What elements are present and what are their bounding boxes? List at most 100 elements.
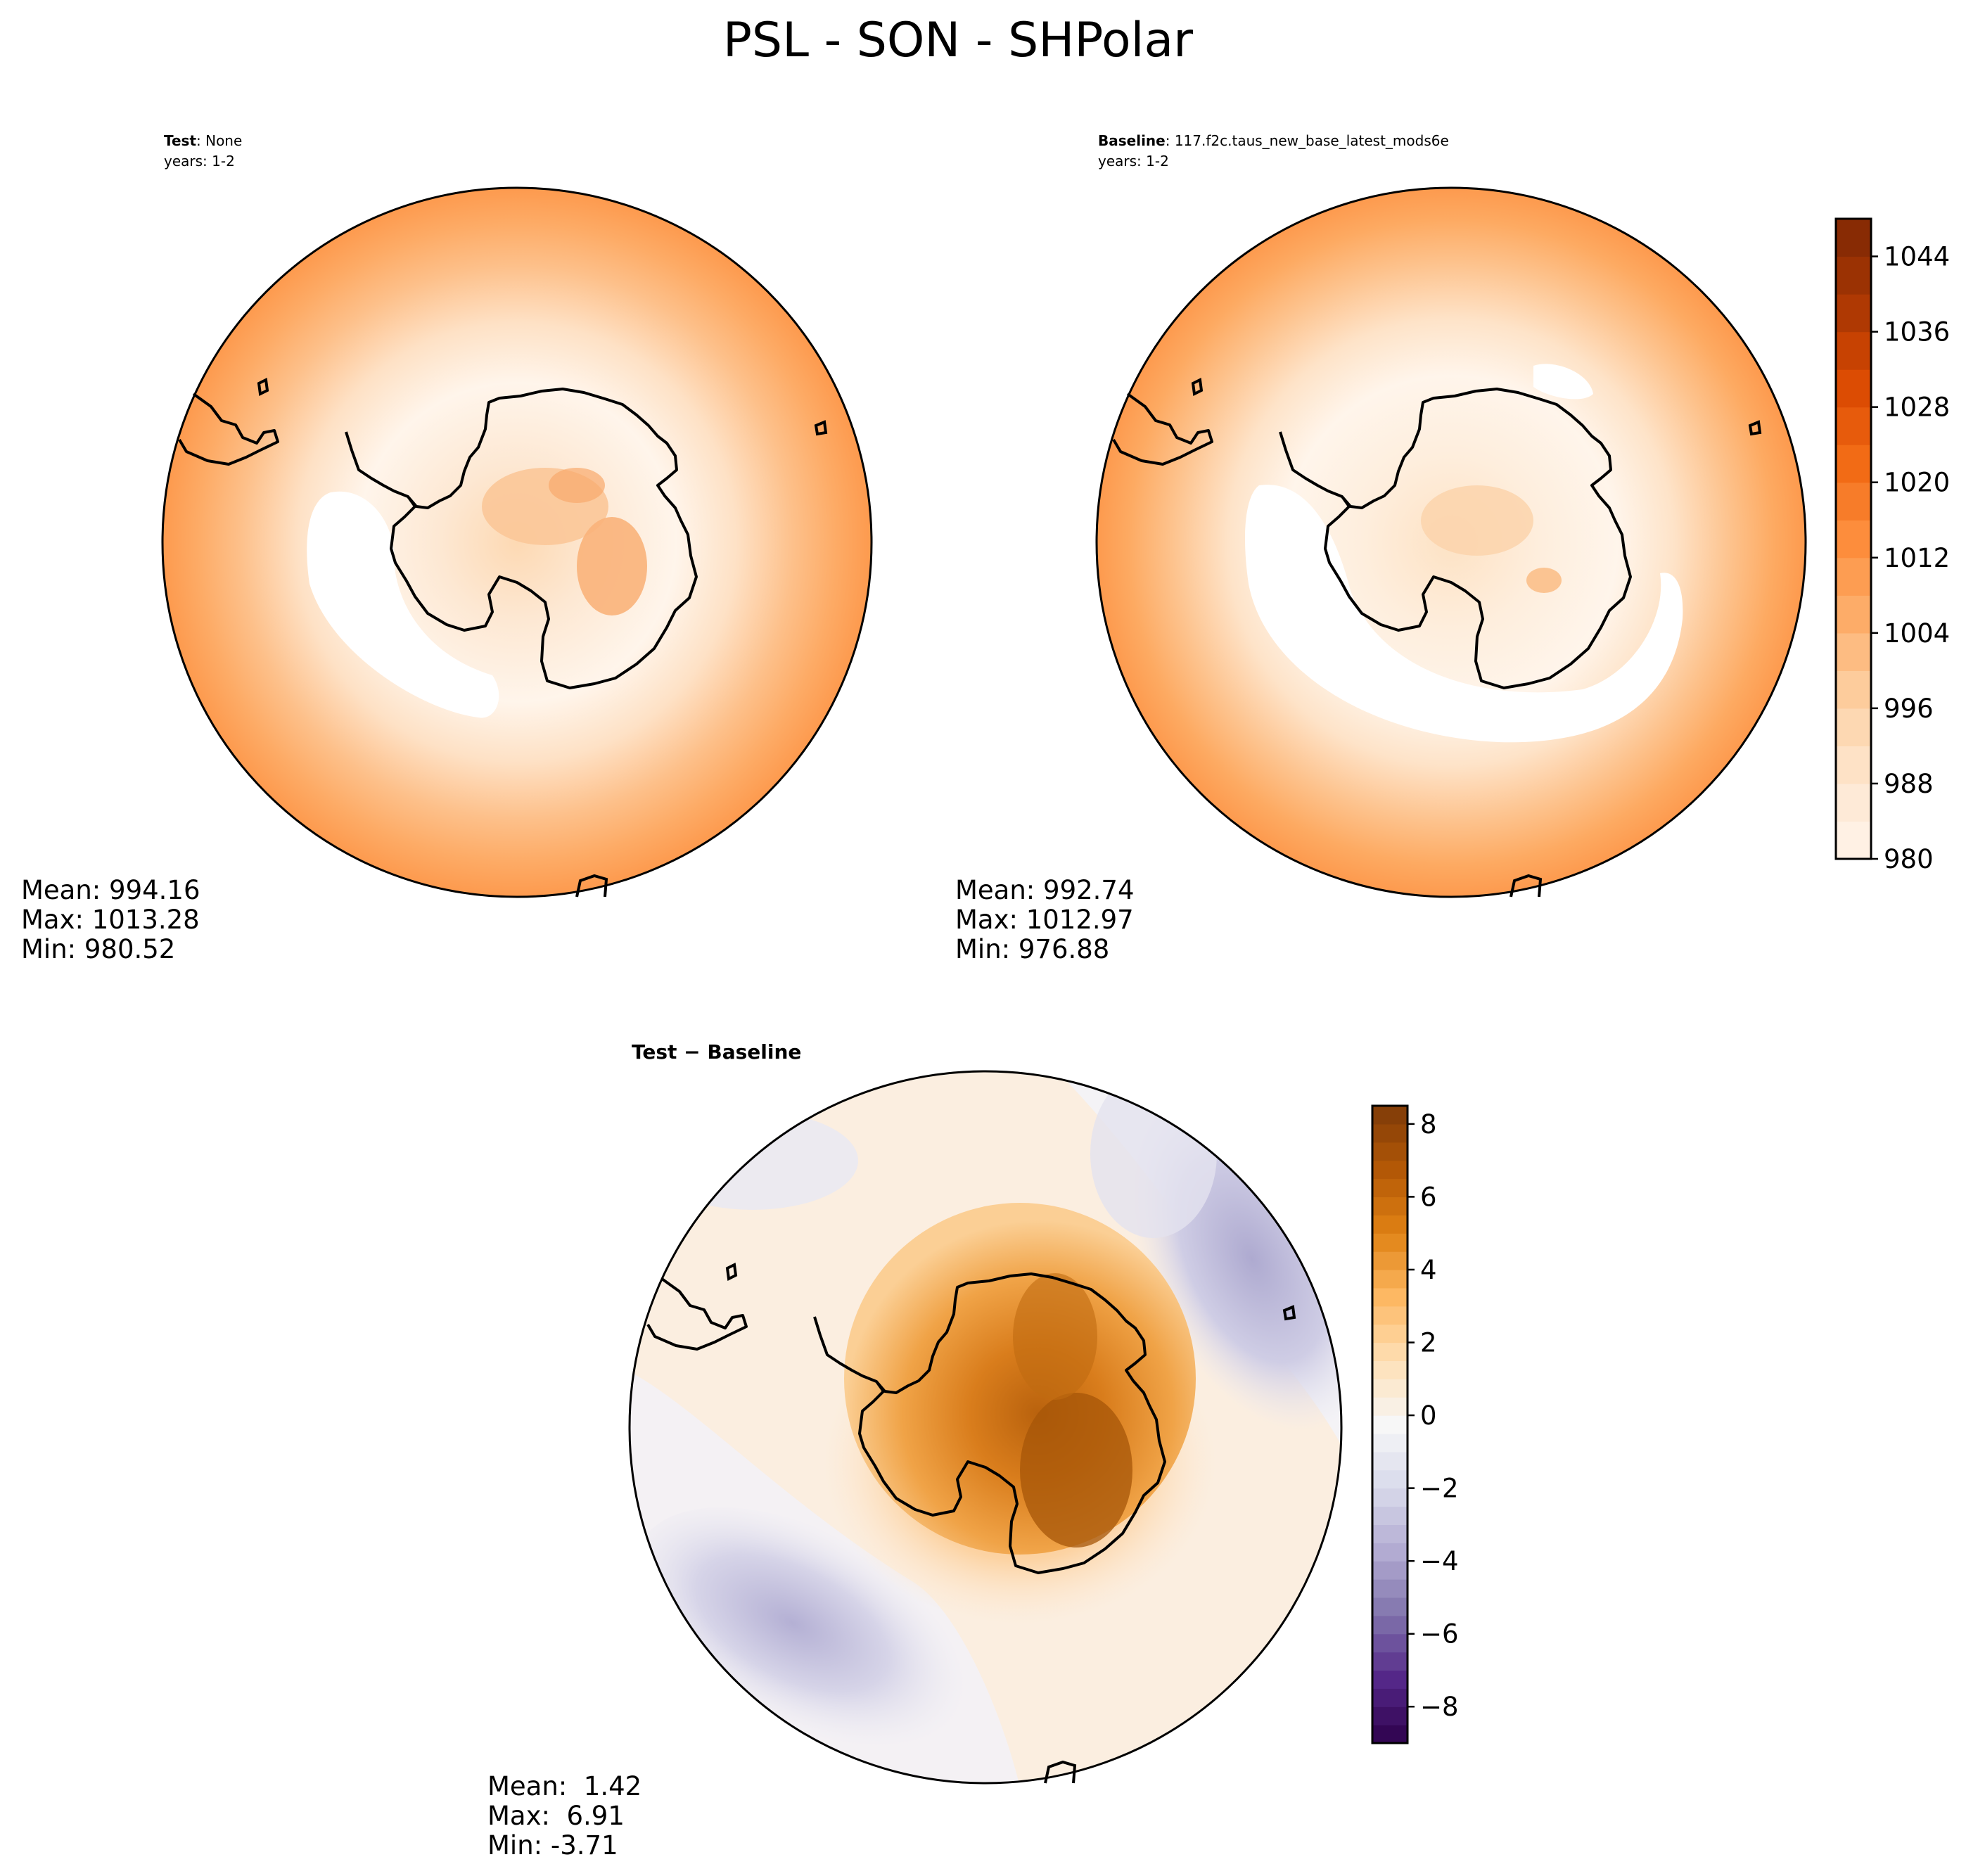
difference-colorbar-band [1372,1633,1408,1653]
difference-colorbar-band [1372,1688,1408,1707]
pressure-colorbar-tick-label: 1028 [1884,393,1950,423]
difference-colorbar-band [1372,1561,1408,1580]
pressure-colorbar-band [1836,520,1871,559]
difference-colorbar-band [1372,1106,1408,1125]
difference-colorbar-band [1372,1379,1408,1398]
difference-colorbar-band [1372,1488,1408,1507]
difference-colorbar-band [1372,1360,1408,1379]
difference-colorbar-tick-label: −2 [1420,1474,1459,1504]
test-stats: Mean: 994.16 Max: 1013.28 Min: 980.52 [21,875,200,964]
difference-colorbar-band [1372,1197,1408,1215]
difference-colorbar-tick-label: 4 [1420,1255,1437,1285]
test-antarctica-coast [345,388,698,689]
pressure-colorbar-band [1836,595,1871,634]
difference-colorbar-tick-label: 8 [1420,1109,1437,1140]
pressure-colorbar-tick-label: 996 [1884,694,1934,724]
difference-colorbar-band [1372,1306,1408,1325]
difference-colorbar-band [1372,1178,1408,1198]
difference-colorbar-band [1372,1543,1408,1562]
pressure-colorbar-band [1836,294,1871,333]
baseline-antarctica-coast [1279,388,1632,689]
difference-colorbar-band [1372,1451,1408,1471]
difference-colorbar-band [1372,1615,1408,1635]
pressure-colorbar-band [1836,445,1871,483]
difference-colorbar-band [1372,1233,1408,1252]
pressure-colorbar-band [1836,632,1871,671]
pressure-colorbar-band [1836,821,1871,860]
baseline-island-1 [1191,377,1204,397]
difference-colorbar-band [1372,1324,1408,1344]
baseline-map-field [1097,188,1806,897]
difference-panel: Test − Baseline Mean: 1.42 Max: 6. [487,1040,1459,1861]
baseline-stat-min: Min: 976.88 [955,934,1109,964]
test-map-field [162,188,872,897]
pressure-colorbar-tick-label: 1012 [1884,543,1950,573]
pressure-colorbar-tick-label: 1020 [1884,468,1950,498]
pressure-colorbar-band [1836,670,1871,709]
difference-colorbar-band [1372,1469,1408,1489]
baseline-stats: Mean: 992.74 Max: 1012.97 Min: 976.88 [955,875,1135,964]
test-stat-mean: Mean: 994.16 [21,875,200,905]
pressure-colorbar-band [1836,331,1871,370]
baseline-south-america-coast [1112,393,1213,466]
test-island-1 [257,377,269,397]
difference-colorbar-band [1372,1670,1408,1689]
difference-island-1 [725,1262,738,1282]
difference-colorbar-tick-label: 2 [1420,1328,1437,1358]
difference-island-2 [1282,1305,1296,1321]
pressure-colorbar-tick-label: 980 [1884,844,1934,874]
difference-colorbar-band [1372,1506,1408,1525]
difference-colorbar-tick-label: 6 [1420,1182,1437,1212]
pressure-colorbar-band [1836,746,1871,784]
test-stat-max: Max: 1013.28 [21,905,200,935]
test-subtitle: years: 1-2 [164,153,235,170]
test-stat-min: Min: 980.52 [21,934,175,964]
difference-colorbar-tick-label: −6 [1420,1619,1459,1650]
difference-colorbar-band [1372,1706,1408,1725]
baseline-stat-mean: Mean: 992.74 [955,875,1135,905]
difference-colorbar-band [1372,1342,1408,1361]
difference-colorbar-band [1372,1287,1408,1307]
baseline-subtitle: years: 1-2 [1098,153,1169,170]
difference-colorbar-band [1372,1652,1408,1671]
pressure-colorbar-band [1836,557,1871,596]
difference-colorbar-tick-label: −8 [1420,1692,1459,1722]
difference-colorbar-band [1372,1397,1408,1416]
pressure-colorbar-band [1836,369,1871,408]
difference-colorbar-band [1372,1123,1408,1143]
pressure-colorbar-tick-label: 1044 [1884,242,1950,272]
pressure-colorbar-band [1836,219,1871,257]
baseline-title: Baseline: 117.f2c.taus_new_base_latest_m… [1098,132,1449,149]
baseline-stat-max: Max: 1012.97 [955,905,1134,935]
test-map-boundary [161,186,873,898]
test-south-america-coast [178,393,279,466]
pressure-colorbar-band [1836,407,1871,445]
difference-stat-mean: Mean: 1.42 [487,1771,642,1801]
difference-stat-max: Max: 6.91 [487,1801,625,1831]
difference-stat-min: Min: -3.71 [487,1830,618,1861]
pressure-colorbar-band [1836,482,1871,521]
difference-colorbar-band [1372,1251,1408,1270]
difference-antarctica-coast [813,1272,1166,1574]
baseline-map-boundary [1095,186,1807,898]
difference-colorbar-band [1372,1524,1408,1543]
difference-colorbar-band [1372,1725,1408,1744]
baseline-panel: Baseline: 117.f2c.taus_new_base_latest_m… [955,132,1950,964]
baseline-title-bold: Baseline [1098,132,1166,149]
pressure-colorbar-band [1836,783,1871,822]
difference-colorbar-band [1372,1579,1408,1598]
pressure-colorbar-tick-label: 1004 [1884,618,1950,649]
test-panel: Test: None years: 1-2 Mean: 994.16 Max: … [21,132,873,964]
difference-colorbar-band [1372,1415,1408,1434]
difference-colorbar-band [1372,1269,1408,1289]
pressure-colorbar-band [1836,256,1871,295]
difference-south-america-coast [646,1277,748,1351]
difference-colorbar-tick-label: 0 [1420,1400,1437,1431]
pressure-colorbar-frame [1834,217,1872,860]
test-island-2 [814,420,828,436]
difference-colorbar-band [1372,1142,1408,1161]
difference-colorbar-band [1372,1215,1408,1234]
figure-title: PSL - SON - SHPolar [723,13,1193,68]
test-title: Test: None [164,132,242,149]
